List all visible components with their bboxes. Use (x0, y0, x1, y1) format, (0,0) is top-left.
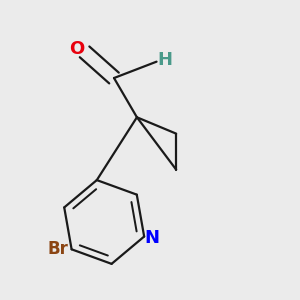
Text: N: N (145, 229, 160, 247)
Text: H: H (157, 51, 172, 69)
Text: Br: Br (47, 240, 68, 258)
Text: O: O (69, 40, 84, 58)
